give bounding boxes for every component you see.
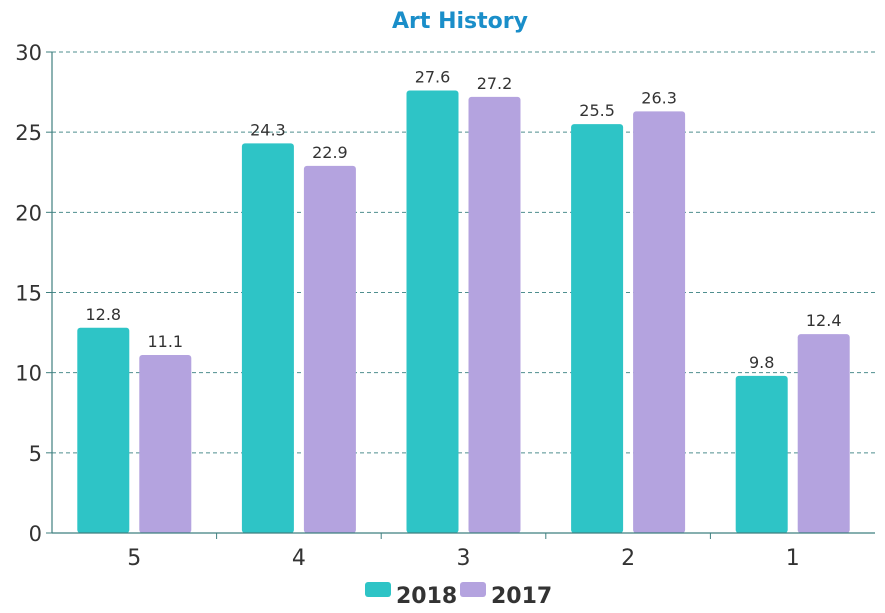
y-tick-label: 0 <box>29 522 42 546</box>
y-tick-label: 15 <box>15 282 42 306</box>
bar-2018-2 <box>571 124 624 534</box>
y-tick-label: 25 <box>15 121 42 145</box>
x-tick-label: 2 <box>621 546 635 571</box>
y-tick-label: 20 <box>15 201 42 225</box>
bar-2017-1 <box>797 334 850 533</box>
data-label: 12.4 <box>806 311 842 330</box>
chart-title: Art History <box>392 9 528 34</box>
data-label: 11.1 <box>147 332 183 351</box>
bar-2018-1 <box>735 375 788 533</box>
bar-2017-4 <box>303 165 356 533</box>
bar-2018-5 <box>77 327 130 533</box>
bar-2017-2 <box>633 111 686 533</box>
bar-2018-3 <box>406 90 459 533</box>
legend: 2018 2017 <box>365 582 552 609</box>
data-label: 12.8 <box>85 305 121 324</box>
data-label: 24.3 <box>250 120 286 139</box>
y-axis: 0 5 10 15 20 25 30 <box>15 41 53 546</box>
data-label: 9.8 <box>749 353 774 372</box>
data-label: 25.5 <box>579 101 615 120</box>
x-tick-label: 1 <box>786 546 800 571</box>
data-label: 27.2 <box>477 74 513 93</box>
y-tick-label: 5 <box>29 442 42 466</box>
x-axis: 5 4 3 2 1 <box>52 532 875 571</box>
data-labels: 12.8 11.1 24.3 22.9 27.6 27.2 25.5 26.3 9.8 12.4 <box>85 67 841 371</box>
y-tick-label: 10 <box>15 362 42 386</box>
data-label: 26.3 <box>641 88 677 107</box>
legend-label-2017: 2017 <box>491 584 552 609</box>
x-tick-label: 5 <box>127 546 141 571</box>
data-label: 22.9 <box>312 143 348 162</box>
data-label: 27.6 <box>415 67 451 86</box>
y-tick-label: 30 <box>15 41 42 65</box>
bars <box>77 90 850 534</box>
bar-2017-3 <box>468 96 521 533</box>
bar-2017-5 <box>139 355 192 533</box>
bar-2018-4 <box>241 143 294 533</box>
legend-swatch-2017 <box>460 582 486 597</box>
legend-swatch-2018 <box>365 582 391 597</box>
x-tick-label: 3 <box>457 546 471 571</box>
legend-label-2018: 2018 <box>396 584 457 609</box>
x-tick-label: 4 <box>292 546 306 571</box>
